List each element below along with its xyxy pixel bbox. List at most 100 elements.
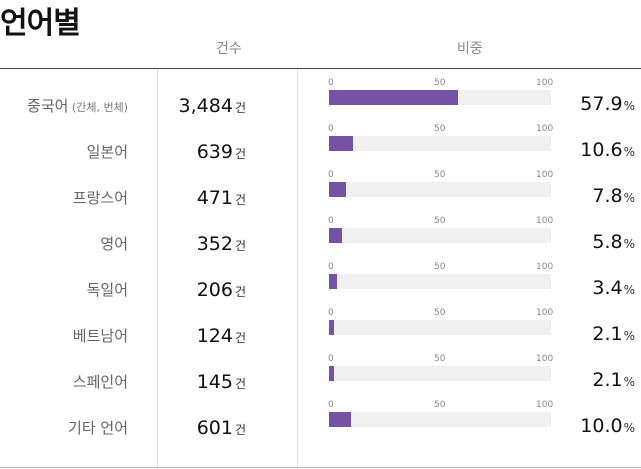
percent-number: 10.6: [580, 139, 623, 161]
bar: [329, 412, 352, 427]
table-row: 스페인어 145 건 0 50 100 2.1%: [0, 354, 641, 418]
language-name: 기타 언어: [68, 419, 128, 437]
count-value: 145 건: [197, 370, 246, 396]
count-unit: 건: [234, 423, 246, 437]
percent-number: 5.8: [592, 231, 623, 253]
table-row: 독일어 206 건 0 50 100 3.4%: [0, 262, 641, 326]
percent-unit: %: [623, 237, 635, 251]
percent-unit: %: [623, 145, 635, 159]
axis-tick-label: 50: [434, 354, 446, 364]
bar-track: [329, 182, 551, 197]
count-value: 639 건: [197, 140, 246, 166]
axis-tick-label: 50: [434, 400, 446, 410]
count-unit: 건: [234, 101, 246, 115]
count-value: 352 건: [197, 232, 246, 258]
count-unit: 건: [234, 377, 246, 391]
percent-unit: %: [623, 421, 635, 435]
bar: [329, 90, 458, 105]
percent-value: 7.8%: [592, 184, 635, 210]
bar: [329, 274, 337, 289]
percent-unit: %: [623, 329, 635, 343]
bar: [329, 136, 353, 151]
bar-track: [329, 366, 551, 381]
count-value: 601 건: [197, 416, 246, 442]
language-name: 베트남어: [72, 327, 128, 345]
language-name: 독일어: [86, 281, 128, 299]
percent-value: 10.0%: [580, 414, 635, 440]
percent-number: 2.1: [592, 369, 623, 391]
axis-tick-label: 50: [434, 170, 446, 180]
language-label: 독일어: [87, 280, 128, 300]
axis-tick-label: 0: [328, 78, 334, 88]
language-label: 베트남어: [73, 326, 128, 346]
count-value: 124 건: [197, 324, 246, 350]
count-number: 124: [196, 325, 233, 347]
percent-number: 2.1: [592, 323, 623, 345]
count-number: 206: [196, 279, 233, 301]
count-number: 352: [196, 233, 233, 255]
column-divider-right: [297, 69, 298, 467]
page-title: 언어별: [0, 6, 81, 41]
table-row: 기타 언어 601 건 0 50 100 10.0%: [0, 400, 641, 464]
bar: [329, 182, 347, 197]
language-name: 중국어: [27, 97, 69, 115]
share-column-header: 비중: [457, 41, 483, 57]
axis-tick-label: 100: [536, 262, 554, 272]
percent-unit: %: [623, 283, 635, 297]
axis-tick-label: 50: [434, 262, 446, 272]
table-row: 영어 352 건 0 50 100 5.8%: [0, 216, 641, 280]
axis-tick-label: 0: [328, 170, 334, 180]
axis-tick-label: 100: [536, 308, 554, 318]
axis-tick-label: 50: [434, 216, 446, 226]
axis-tick-label: 0: [328, 308, 334, 318]
percent-value: 5.8%: [592, 230, 635, 256]
count-column-header: 건수: [216, 41, 242, 57]
language-label: 스페인어: [73, 372, 128, 392]
bar-track: [329, 228, 551, 243]
count-value: 3,484 건: [179, 94, 246, 120]
bar-track: [329, 274, 551, 289]
column-divider-left: [157, 69, 158, 467]
count-unit: 건: [234, 147, 246, 161]
axis-tick-label: 0: [328, 262, 334, 272]
percent-number: 57.9: [580, 93, 623, 115]
table-row: 베트남어 124 건 0 50 100 2.1%: [0, 308, 641, 372]
bottom-divider: [0, 467, 641, 468]
axis-tick-label: 100: [536, 124, 554, 134]
count-unit: 건: [234, 331, 246, 345]
language-name: 일본어: [86, 143, 128, 161]
percent-number: 3.4: [592, 277, 623, 299]
count-value: 206 건: [197, 278, 246, 304]
bar-track: [329, 136, 551, 151]
header-divider: [0, 68, 641, 69]
percent-value: 2.1%: [592, 322, 635, 348]
bar-track: [329, 412, 551, 427]
axis-tick-label: 50: [434, 124, 446, 134]
count-unit: 건: [234, 285, 246, 299]
language-name: 영어: [100, 235, 128, 253]
bar: [329, 366, 334, 381]
count-number: 3,484: [178, 95, 233, 117]
table-row: 프랑스어 471 건 0 50 100 7.8%: [0, 170, 641, 234]
count-number: 145: [196, 371, 233, 393]
axis-tick-label: 0: [328, 124, 334, 134]
axis-tick-label: 100: [536, 216, 554, 226]
count-unit: 건: [234, 239, 246, 253]
language-label: 프랑스어: [73, 188, 128, 208]
bar-track: [329, 320, 551, 335]
language-label: 영어: [100, 234, 128, 254]
count-value: 471 건: [197, 186, 246, 212]
percent-value: 3.4%: [592, 276, 635, 302]
percent-unit: %: [623, 99, 635, 113]
axis-tick-label: 100: [536, 400, 554, 410]
language-sublabel: (간체, 번체): [68, 101, 128, 114]
language-name: 스페인어: [72, 373, 128, 391]
count-number: 471: [196, 187, 233, 209]
percent-unit: %: [623, 375, 635, 389]
percent-unit: %: [623, 191, 635, 205]
bar: [329, 228, 342, 243]
language-label: 일본어: [87, 142, 128, 162]
count-number: 601: [196, 417, 233, 439]
language-label: 기타 언어: [68, 418, 128, 438]
axis-tick-label: 50: [434, 78, 446, 88]
